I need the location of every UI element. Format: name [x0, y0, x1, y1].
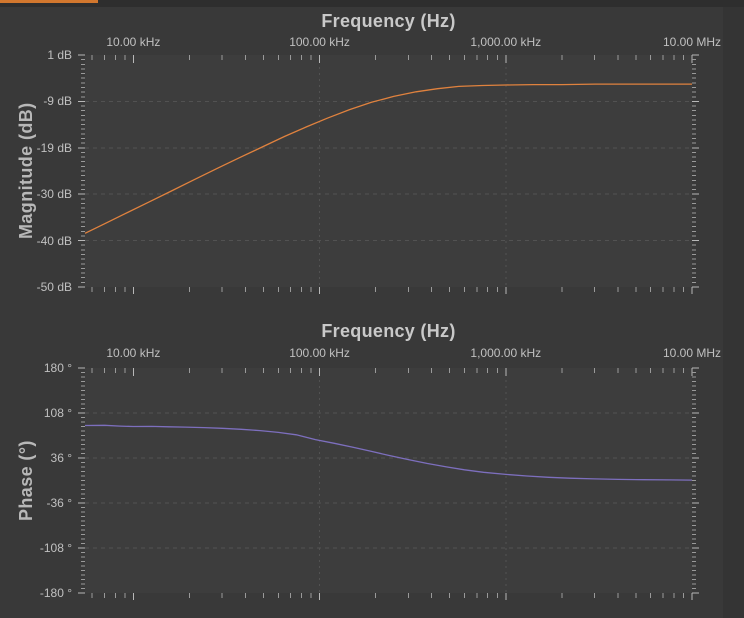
- x-tick-label: 10.00 kHz: [106, 35, 161, 49]
- y-tick-label: -9 dB: [43, 94, 72, 109]
- y-tick-label: -40 dB: [36, 233, 72, 248]
- x-tick-label: 10.00 MHz: [662, 35, 722, 49]
- phase-axis-title: Phase (°): [16, 440, 36, 521]
- phase-chart-title: Frequency (Hz): [321, 321, 456, 341]
- y-tick-label: 180 °: [43, 361, 72, 375]
- magnitude-plot-area[interactable]: [77, 47, 700, 298]
- plot-background: [85, 368, 692, 593]
- active-tab-indicator: [0, 0, 98, 3]
- magnitude-chart-title: Frequency (Hz): [321, 11, 456, 31]
- x-tick-label: 100.00 kHz: [289, 35, 350, 49]
- x-tick-label: 10.00 kHz: [106, 346, 161, 360]
- y-tick-label: -50 dB: [36, 280, 72, 294]
- right-shade-panel: [723, 7, 744, 618]
- x-tick-label: 100.00 kHz: [289, 346, 350, 360]
- x-tick-label: 10.00 MHz: [662, 346, 722, 360]
- y-tick-label: 108 °: [43, 406, 72, 420]
- x-tick-label: 1,000.00 kHz: [470, 346, 542, 360]
- phase-plot-area[interactable]: [77, 360, 700, 608]
- phase-series-line: [84, 424, 693, 481]
- y-tick-label: -19 dB: [36, 140, 72, 155]
- plot-background: [85, 55, 692, 287]
- x-tick-label: 1,000.00 kHz: [470, 35, 542, 49]
- y-tick-label: -180 °: [39, 586, 72, 600]
- magnitude-series-line: [84, 83, 692, 234]
- y-tick-label: -30 dB: [36, 187, 72, 202]
- y-tick-label: -36 °: [46, 496, 72, 510]
- y-tick-label: 36 °: [50, 451, 72, 465]
- top-strip: [0, 0, 744, 7]
- y-tick-label: 1 dB: [47, 48, 72, 62]
- y-tick-label: -108 °: [39, 541, 72, 555]
